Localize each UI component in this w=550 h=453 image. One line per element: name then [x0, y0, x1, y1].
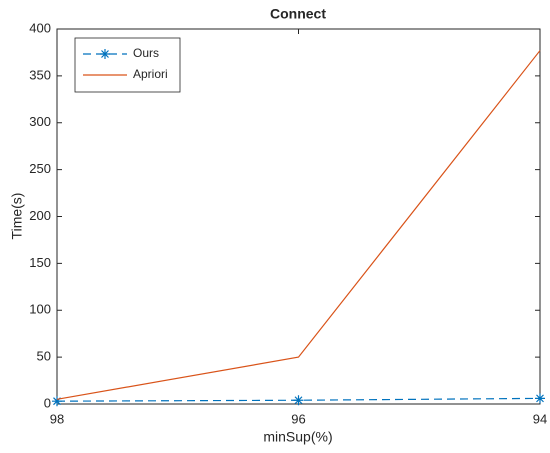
marker	[293, 395, 304, 406]
legend-label: Apriori	[133, 67, 168, 81]
legend-box	[74, 37, 181, 93]
y-tick-label: 350	[29, 67, 51, 82]
y-tick-label: 250	[29, 161, 51, 176]
legend-label: Ours	[133, 46, 159, 60]
x-tick-label: 94	[533, 411, 547, 426]
x-tick-label: 96	[291, 411, 305, 426]
y-tick-label: 400	[29, 20, 51, 35]
series-line	[56, 50, 541, 400]
y-tick-label: 200	[29, 208, 51, 223]
y-tick-label: 300	[29, 114, 51, 129]
legend-marker	[100, 49, 110, 59]
y-tick-label: 150	[29, 255, 51, 270]
marker	[52, 396, 62, 407]
x-axis-label: minSup(%)	[263, 429, 332, 445]
y-tick-label: 50	[37, 349, 51, 364]
marker	[535, 393, 545, 404]
chart-title: Connect	[270, 6, 326, 22]
y-tick-label: 0	[44, 395, 51, 410]
y-axis-label: Time(s)	[9, 193, 25, 240]
x-tick-label: 98	[50, 411, 64, 426]
y-tick-label: 100	[29, 302, 51, 317]
